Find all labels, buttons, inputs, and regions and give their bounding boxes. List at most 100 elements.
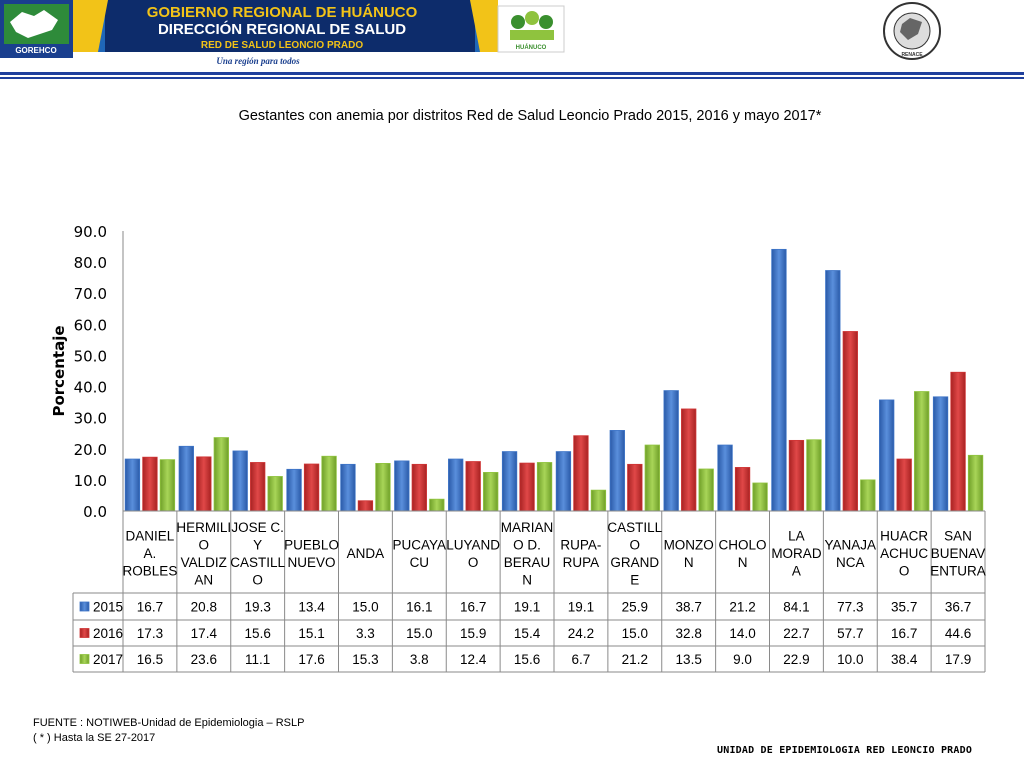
bar-2017-12: [806, 439, 822, 512]
category-label: DANIEL A. ROBLES: [123, 529, 178, 579]
data-label: 16.7: [891, 626, 917, 641]
data-label: 3.3: [356, 626, 375, 641]
gorehco-logo: GOREHCO: [0, 0, 73, 58]
bar-chart: Porcentaje 0.0 10.0 20.0 30.0 40.0 50.0 60.0 70…: [50, 223, 986, 673]
data-label: 15.3: [352, 652, 378, 667]
data-label: 15.0: [352, 600, 378, 615]
data-label: 16.7: [137, 600, 163, 615]
bar-2016-2: [250, 462, 266, 512]
y-tick-label: 10.0: [74, 472, 107, 490]
bar-2017-15: [967, 454, 984, 512]
bar-2015-9: [609, 430, 625, 512]
category-label: HUACR ACHUC O: [880, 529, 928, 579]
data-label: 19.1: [514, 600, 540, 615]
data-label: 15.0: [406, 626, 432, 641]
data-label: 3.8: [410, 652, 429, 667]
category-label: PUCAYA CU: [393, 537, 447, 570]
bar-2015-4: [340, 463, 356, 512]
header-banner: GOREHCO GOBIERNO REGIONAL DE HUÁNUCO DIR…: [0, 0, 941, 66]
y-tick-label: 50.0: [74, 347, 107, 365]
data-label: 6.7: [572, 652, 591, 667]
data-label: 84.1: [783, 600, 809, 615]
data-label: 15.4: [514, 626, 541, 641]
data-label: 32.8: [676, 626, 702, 641]
bar-2016-13: [842, 331, 858, 512]
bar-2017-3: [321, 455, 337, 512]
category-label: SAN BUENAV ENTURA: [930, 529, 986, 579]
bar-2017-11: [752, 482, 768, 512]
bar-2015-6: [448, 458, 464, 512]
huanuco-logo: HUÁNUCO: [497, 5, 565, 53]
bar-2015-5: [394, 460, 410, 512]
data-label: 23.6: [191, 652, 217, 667]
category-label: YANAJA NCA: [825, 537, 877, 570]
category-label: HERMILI O VALDIZ AN: [176, 520, 231, 588]
data-label: 15.6: [245, 626, 271, 641]
bar-2017-7: [536, 462, 553, 512]
y-tick-label: 0.0: [83, 503, 107, 521]
header-rule-bottom: [0, 77, 1024, 79]
y-tick-label: 80.0: [74, 254, 107, 272]
data-label: 16.1: [406, 600, 432, 615]
header-line-1: GOBIERNO REGIONAL DE HUÁNUCO: [147, 4, 418, 21]
data-label: 15.9: [460, 626, 486, 641]
data-label: 13.5: [676, 652, 702, 667]
y-axis-label: Porcentaje: [50, 325, 68, 416]
bar-2017-4: [375, 462, 391, 512]
bar-2017-5: [429, 498, 445, 512]
data-label: 21.2: [622, 652, 648, 667]
data-label: 10.0: [837, 652, 863, 667]
header-slogan: Una región para todos: [216, 56, 300, 66]
unit-footer: UNIDAD DE EPIDEMIOLOGIA RED LEONCIO PRAD…: [717, 745, 973, 756]
bar-2016-14: [896, 458, 912, 512]
bars: [124, 248, 984, 512]
legend-label-2016: 2016: [93, 626, 123, 641]
category-label: PUEBLO NUEVO: [284, 537, 339, 570]
data-label: 17.6: [298, 652, 324, 667]
bar-2017-6: [483, 472, 499, 512]
data-label: 38.7: [676, 600, 702, 615]
bar-2015-0: [124, 458, 141, 512]
bar-2017-8: [590, 489, 607, 512]
data-label: 15.0: [622, 626, 648, 641]
data-label: 14.0: [729, 626, 755, 641]
data-label: 17.4: [191, 626, 218, 641]
bar-2016-11: [734, 467, 751, 512]
bar-2017-13: [860, 479, 876, 512]
bar-2017-1: [213, 437, 229, 512]
bar-2016-5: [411, 463, 427, 512]
y-tick-label: 30.0: [74, 410, 107, 428]
data-label: 77.3: [837, 600, 863, 615]
data-label: 15.1: [298, 626, 324, 641]
data-label: 57.7: [837, 626, 863, 641]
data-label: 38.4: [891, 652, 918, 667]
data-label: 15.6: [514, 652, 540, 667]
data-label: 19.1: [568, 600, 594, 615]
data-label: 16.7: [460, 600, 486, 615]
bar-2016-6: [465, 461, 481, 512]
bar-2016-4: [357, 500, 374, 512]
category-label: CASTILL O GRAND E: [607, 520, 662, 588]
renace-seal: RENACE: [883, 2, 941, 60]
bar-2017-14: [914, 391, 930, 512]
data-label: 12.4: [460, 652, 487, 667]
data-label: 21.2: [729, 600, 755, 615]
legend-swatch-2017: [79, 654, 90, 664]
bar-2015-2: [232, 450, 248, 512]
category-label: LA MORAD A: [771, 529, 822, 579]
legend-swatch-2016: [79, 628, 90, 638]
legend-swatch-2015: [79, 601, 90, 612]
header-title-bar: GOBIERNO REGIONAL DE HUÁNUCO DIRECCIÓN R…: [73, 0, 498, 66]
y-tick-label: 40.0: [74, 379, 107, 397]
bar-2015-10: [663, 390, 679, 512]
bar-2016-12: [788, 439, 805, 512]
data-label: 24.2: [568, 626, 594, 641]
huanuco-logo-text: HUÁNUCO: [516, 44, 547, 51]
data-label: 16.5: [137, 652, 163, 667]
y-tick-label: 70.0: [74, 285, 107, 303]
data-label: 20.8: [191, 600, 217, 615]
y-axis: 0.0 10.0 20.0 30.0 40.0 50.0 60.0 70.0 80.0 90.0: [74, 223, 124, 521]
legend-label-2015: 2015: [93, 600, 123, 615]
renace-seal-bottom: RENACE: [901, 52, 923, 58]
